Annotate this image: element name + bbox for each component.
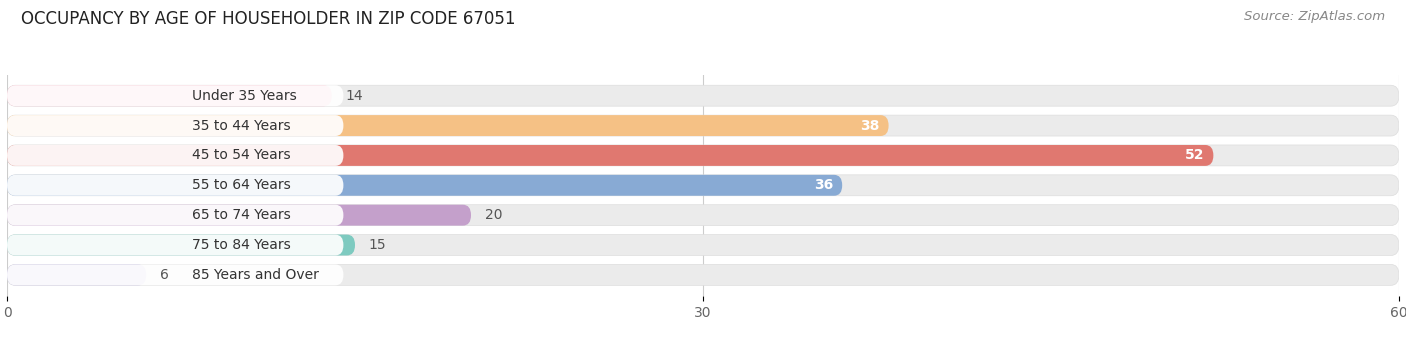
Text: 36: 36	[814, 178, 832, 192]
Text: 35 to 44 Years: 35 to 44 Years	[193, 119, 291, 133]
FancyBboxPatch shape	[7, 115, 1399, 136]
Text: OCCUPANCY BY AGE OF HOUSEHOLDER IN ZIP CODE 67051: OCCUPANCY BY AGE OF HOUSEHOLDER IN ZIP C…	[21, 10, 516, 28]
FancyBboxPatch shape	[7, 85, 343, 106]
FancyBboxPatch shape	[7, 115, 343, 136]
Text: 65 to 74 Years: 65 to 74 Years	[193, 208, 291, 222]
FancyBboxPatch shape	[7, 85, 332, 106]
FancyBboxPatch shape	[7, 145, 1399, 166]
Text: 85 Years and Over: 85 Years and Over	[193, 268, 319, 282]
FancyBboxPatch shape	[7, 235, 1399, 255]
Text: 45 to 54 Years: 45 to 54 Years	[193, 149, 291, 163]
Text: Source: ZipAtlas.com: Source: ZipAtlas.com	[1244, 10, 1385, 23]
Text: 20: 20	[485, 208, 502, 222]
Text: 15: 15	[368, 238, 387, 252]
FancyBboxPatch shape	[7, 175, 343, 196]
FancyBboxPatch shape	[7, 205, 1399, 226]
FancyBboxPatch shape	[7, 235, 343, 255]
FancyBboxPatch shape	[7, 115, 889, 136]
FancyBboxPatch shape	[7, 265, 146, 285]
Text: 38: 38	[860, 119, 879, 133]
FancyBboxPatch shape	[7, 235, 354, 255]
Text: 75 to 84 Years: 75 to 84 Years	[193, 238, 291, 252]
FancyBboxPatch shape	[7, 205, 471, 226]
Text: 55 to 64 Years: 55 to 64 Years	[193, 178, 291, 192]
FancyBboxPatch shape	[7, 265, 343, 285]
FancyBboxPatch shape	[7, 265, 1399, 285]
FancyBboxPatch shape	[7, 175, 842, 196]
Text: 6: 6	[160, 268, 169, 282]
FancyBboxPatch shape	[7, 85, 1399, 106]
FancyBboxPatch shape	[7, 145, 343, 166]
FancyBboxPatch shape	[7, 145, 1213, 166]
FancyBboxPatch shape	[7, 175, 1399, 196]
FancyBboxPatch shape	[7, 205, 343, 226]
Text: 52: 52	[1185, 149, 1204, 163]
Text: 14: 14	[346, 89, 363, 103]
Text: Under 35 Years: Under 35 Years	[193, 89, 297, 103]
